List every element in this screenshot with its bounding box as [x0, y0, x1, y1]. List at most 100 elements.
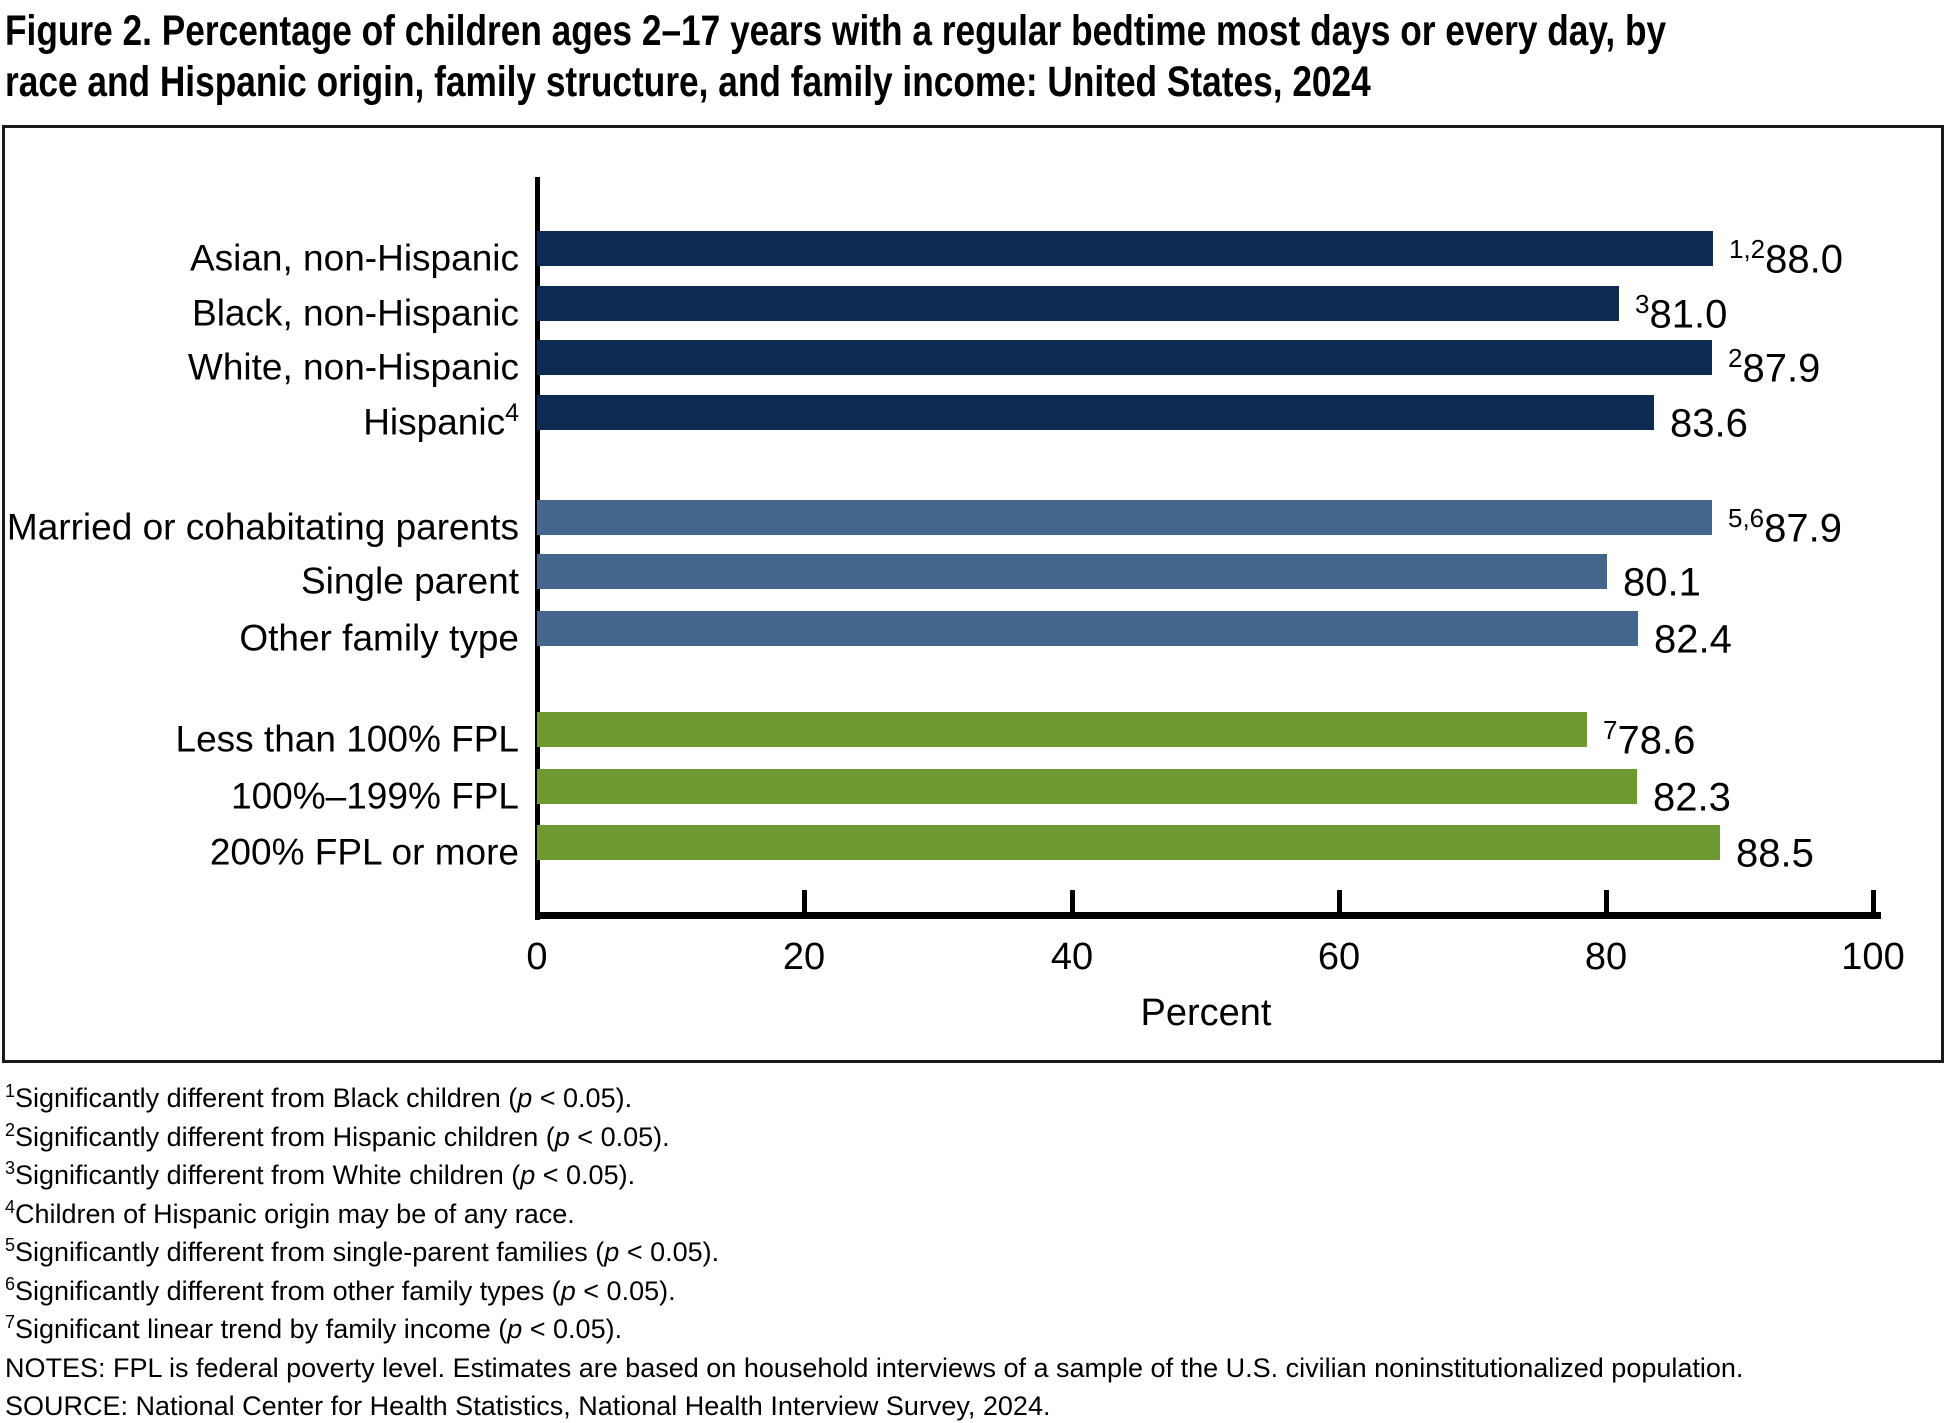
- bar-100-199-fpl: [537, 769, 1637, 804]
- footnote-superscript: 2: [5, 1119, 16, 1140]
- value-label: 287.9: [1728, 336, 1820, 390]
- footnote-text: < 0.05).: [575, 1275, 676, 1306]
- value-text: 87.9: [1742, 346, 1821, 391]
- value-superscript: 7: [1603, 715, 1618, 745]
- figure-title: Figure 2. Percentage of children ages 2–…: [5, 6, 1951, 108]
- category-label-text: Hispanic: [363, 401, 506, 443]
- bar-200-fpl-or-more: [537, 825, 1720, 860]
- x-axis-tick: [802, 890, 807, 912]
- x-axis-title: Percent: [1140, 992, 1272, 1034]
- footnote-text: < 0.05).: [535, 1160, 636, 1190]
- value-text: 88.0: [1765, 237, 1844, 282]
- footnote-text: < 0.05).: [522, 1314, 623, 1344]
- footnote-5: 5Significantly different from single-par…: [5, 1230, 1743, 1269]
- footnote-4: 4Children of Hispanic origin may be of a…: [5, 1192, 1743, 1231]
- value-label: 82.4: [1654, 607, 1732, 661]
- footnote-italic: p: [507, 1314, 523, 1344]
- category-label-text: 200% FPL or more: [209, 831, 519, 873]
- figure-title-line-2: race and Hispanic origin, family structu…: [5, 58, 1371, 106]
- value-text: 82.3: [1653, 775, 1731, 820]
- category-label: 100%–199% FPL: [0, 765, 519, 818]
- category-label: Black, non-Hispanic: [0, 282, 519, 335]
- bar-white-non-hispanic: [537, 340, 1712, 375]
- bar-married-or-cohabitating-parents: [537, 500, 1712, 535]
- footnote-text: Significantly different from other famil…: [15, 1275, 561, 1306]
- value-label: 80.1: [1623, 550, 1701, 604]
- category-label: Single parent: [0, 550, 519, 603]
- value-label: 1,288.0: [1729, 227, 1843, 281]
- category-label-superscript: 4: [505, 399, 519, 427]
- category-label: Other family type: [0, 607, 519, 660]
- value-label: 5,687.9: [1728, 496, 1842, 550]
- footnote-text: < 0.05).: [619, 1237, 720, 1267]
- chart-frame: [2, 125, 1944, 1063]
- footnote-italic: p: [560, 1275, 576, 1306]
- bar-hispanic: [537, 395, 1654, 430]
- footnote-text: Children of Hispanic origin may be of an…: [15, 1198, 575, 1229]
- category-label-text: White, non-Hispanic: [187, 346, 519, 388]
- footnote-superscript: 7: [5, 1312, 16, 1332]
- figure-page: { "title": { "line1": "Figure 2. Percent…: [0, 6, 1951, 1421]
- category-label: Hispanic4: [0, 391, 519, 444]
- x-axis-tick: [1070, 890, 1075, 912]
- value-superscript: 5,6: [1728, 503, 1765, 533]
- x-axis-tick-label: 40: [1050, 936, 1094, 978]
- category-label: Asian, non-Hispanic: [0, 227, 519, 280]
- footnote-2: 2Significantly different from Hispanic c…: [5, 1115, 1743, 1154]
- bar-single-parent: [537, 554, 1607, 589]
- value-label: 82.3: [1653, 765, 1731, 819]
- footnote-6: 6Significantly different from other fami…: [5, 1269, 1743, 1308]
- footnote-italic: p: [517, 1083, 533, 1113]
- bar-less-than-100-fpl: [537, 712, 1587, 747]
- value-text: 87.9: [1764, 506, 1843, 551]
- footnote-superscript: 5: [5, 1235, 16, 1255]
- category-label-text: 100%–199% FPL: [231, 775, 519, 817]
- footnote-text: SOURCE: National Center for Health Stati…: [5, 1391, 1051, 1421]
- footnote-notes: NOTES: FPL is federal poverty level. Est…: [5, 1346, 1743, 1385]
- footnote-italic: p: [604, 1237, 620, 1267]
- footnote-text: Significantly different from single-pare…: [15, 1237, 605, 1267]
- x-axis-tick-label: 0: [526, 936, 548, 978]
- footnote-source: SOURCE: National Center for Health Stati…: [5, 1384, 1743, 1423]
- value-label: 88.5: [1736, 821, 1814, 875]
- footnotes: 1Significantly different from Black chil…: [5, 1076, 1743, 1423]
- category-label-text: Married or cohabitating parents: [6, 506, 519, 548]
- figure-title-line-1: Figure 2. Percentage of children ages 2–…: [5, 7, 1667, 55]
- value-text: 83.6: [1670, 401, 1748, 446]
- footnote-superscript: 6: [5, 1273, 16, 1294]
- value-text: 78.6: [1617, 718, 1696, 763]
- value-text: 80.1: [1623, 560, 1701, 605]
- value-text: 82.4: [1654, 617, 1732, 662]
- footnote-text: Significant linear trend by family incom…: [15, 1314, 508, 1344]
- value-label: 83.6: [1670, 391, 1748, 445]
- category-label-text: Other family type: [239, 617, 519, 659]
- footnote-italic: p: [554, 1121, 570, 1152]
- y-axis-line: [535, 177, 540, 920]
- footnote-text: Significantly different from White child…: [15, 1160, 521, 1190]
- category-label-text: Less than 100% FPL: [175, 718, 520, 760]
- value-label: 778.6: [1603, 708, 1695, 762]
- footnote-superscript: 4: [5, 1196, 16, 1217]
- footnote-superscript: 1: [5, 1081, 16, 1101]
- x-axis-tick-label: 100: [1841, 936, 1905, 978]
- category-label: Less than 100% FPL: [0, 708, 520, 761]
- footnote-text: < 0.05).: [569, 1121, 670, 1152]
- category-label: Married or cohabitating parents: [0, 496, 519, 549]
- value-superscript: 1,2: [1729, 234, 1766, 264]
- bar-black-non-hispanic: [537, 286, 1619, 321]
- bar-other-family-type: [537, 611, 1638, 646]
- x-axis-line: [535, 912, 1881, 919]
- x-axis-tick: [1871, 890, 1876, 912]
- footnote-text: NOTES: FPL is federal poverty level. Est…: [5, 1352, 1744, 1383]
- x-axis-tick-label: 80: [1584, 936, 1628, 978]
- value-label: 381.0: [1635, 282, 1727, 336]
- footnote-7: 7Significant linear trend by family inco…: [5, 1307, 1743, 1346]
- value-superscript: 3: [1635, 289, 1650, 319]
- x-axis-tick: [1604, 890, 1609, 912]
- x-axis-tick: [1337, 890, 1342, 912]
- footnote-3: 3Significantly different from White chil…: [5, 1153, 1743, 1192]
- value-text: 81.0: [1649, 292, 1728, 337]
- footnote-superscript: 3: [5, 1158, 16, 1178]
- footnote-1: 1Significantly different from Black chil…: [5, 1076, 1743, 1115]
- footnote-text: Significantly different from Black child…: [15, 1083, 518, 1113]
